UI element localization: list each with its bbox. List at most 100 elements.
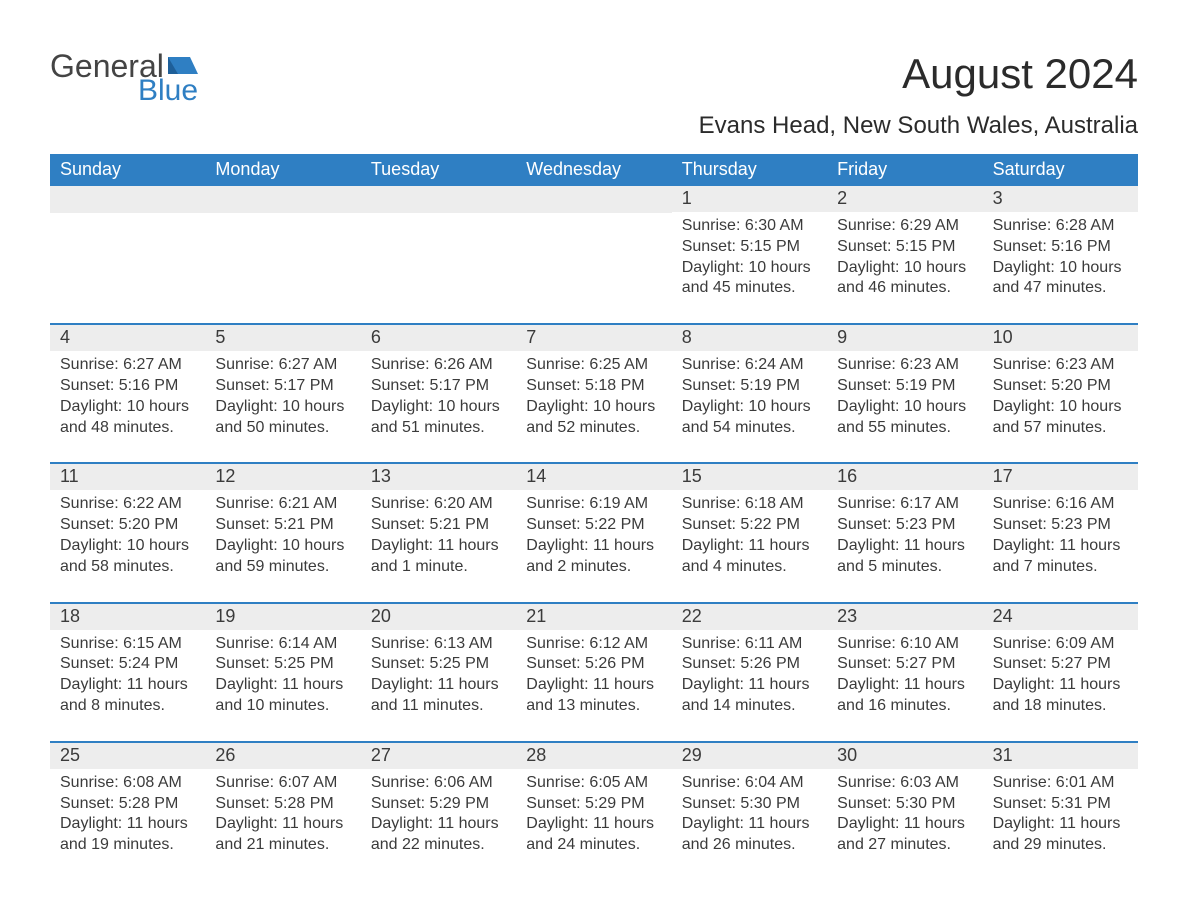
daylight-line: Daylight: 10 hours and 59 minutes.	[215, 536, 350, 578]
day-cell: 27Sunrise: 6:06 AMSunset: 5:29 PMDayligh…	[361, 743, 516, 880]
day-body: Sunrise: 6:24 AMSunset: 5:19 PMDaylight:…	[672, 355, 827, 438]
sunrise-line: Sunrise: 6:09 AM	[993, 634, 1128, 655]
sunset-line: Sunset: 5:30 PM	[682, 794, 817, 815]
daylight-line: Daylight: 10 hours and 52 minutes.	[526, 397, 661, 439]
sunset-line: Sunset: 5:25 PM	[371, 654, 506, 675]
day-number: 12	[205, 464, 360, 490]
sunrise-line: Sunrise: 6:20 AM	[371, 494, 506, 515]
sunset-line: Sunset: 5:23 PM	[837, 515, 972, 536]
sunset-line: Sunset: 5:18 PM	[526, 376, 661, 397]
day-body: Sunrise: 6:26 AMSunset: 5:17 PMDaylight:…	[361, 355, 516, 438]
day-cell: 20 Sunrise: 6:13 AMSunset: 5:25 PMDayligh…	[361, 604, 516, 741]
daylight-line: Daylight: 11 hours and 10 minutes.	[215, 675, 350, 717]
sunset-line: Sunset: 5:24 PM	[60, 654, 195, 675]
sunrise-line: Sunrise: 6:16 AM	[993, 494, 1128, 515]
sunset-line: Sunset: 5:25 PM	[215, 654, 350, 675]
sunrise-line: Sunrise: 6:21 AM	[215, 494, 350, 515]
day-number	[50, 186, 205, 213]
day-body: Sunrise: 6:12 AMSunset: 5:26 PMDaylight:…	[516, 634, 671, 717]
day-number: 30	[827, 743, 982, 769]
sunset-line: Sunset: 5:22 PM	[526, 515, 661, 536]
sunset-line: Sunset: 5:29 PM	[526, 794, 661, 815]
sunset-line: Sunset: 5:30 PM	[837, 794, 972, 815]
day-number: 9	[827, 325, 982, 351]
sunset-line: Sunset: 5:31 PM	[993, 794, 1128, 815]
day-cell: 12 Sunrise: 6:21 AMSunset: 5:21 PMDayligh…	[205, 464, 360, 601]
day-cell: 9 Sunrise: 6:23 AMSunset: 5:19 PMDaylight…	[827, 325, 982, 462]
day-body: Sunrise: 6:27 AMSunset: 5:16 PMDaylight:…	[50, 355, 205, 438]
day-body: Sunrise: 6:13 AMSunset: 5:25 PMDaylight:…	[361, 634, 516, 717]
dow-header-cell: Tuesday	[361, 154, 516, 186]
day-number: 21	[516, 604, 671, 630]
sunrise-line: Sunrise: 6:13 AM	[371, 634, 506, 655]
sunrise-line: Sunrise: 6:11 AM	[682, 634, 817, 655]
sunrise-line: Sunrise: 6:10 AM	[837, 634, 972, 655]
day-cell: 28Sunrise: 6:05 AMSunset: 5:29 PMDayligh…	[516, 743, 671, 880]
sunset-line: Sunset: 5:28 PM	[215, 794, 350, 815]
dow-header-cell: Monday	[205, 154, 360, 186]
week-row: 1 Sunrise: 6:30 AMSunset: 5:15 PMDaylight…	[50, 186, 1138, 323]
daylight-line: Daylight: 11 hours and 13 minutes.	[526, 675, 661, 717]
calendar: SundayMondayTuesdayWednesdayThursdayFrid…	[50, 154, 1138, 880]
day-number: 24	[983, 604, 1138, 630]
day-number: 7	[516, 325, 671, 351]
daylight-line: Daylight: 11 hours and 27 minutes.	[837, 814, 972, 856]
sunset-line: Sunset: 5:17 PM	[215, 376, 350, 397]
day-cell: 30 Sunrise: 6:03 AMSunset: 5:30 PMDayligh…	[827, 743, 982, 880]
day-cell: 18Sunrise: 6:15 AMSunset: 5:24 PMDayligh…	[50, 604, 205, 741]
day-body: Sunrise: 6:30 AMSunset: 5:15 PMDaylight:…	[672, 216, 827, 299]
daylight-line: Daylight: 10 hours and 46 minutes.	[837, 258, 972, 300]
sunrise-line: Sunrise: 6:27 AM	[215, 355, 350, 376]
day-number: 10	[983, 325, 1138, 351]
day-body: Sunrise: 6:15 AMSunset: 5:24 PMDaylight:…	[50, 634, 205, 717]
day-body: Sunrise: 6:23 AMSunset: 5:19 PMDaylight:…	[827, 355, 982, 438]
day-body: Sunrise: 6:20 AMSunset: 5:21 PMDaylight:…	[361, 494, 516, 577]
day-cell	[205, 186, 360, 323]
day-number: 1	[672, 186, 827, 212]
location-subtitle: Evans Head, New South Wales, Australia	[50, 112, 1138, 140]
day-body: Sunrise: 6:01 AMSunset: 5:31 PMDaylight:…	[983, 773, 1138, 856]
daylight-line: Daylight: 11 hours and 29 minutes.	[993, 814, 1128, 856]
day-body: Sunrise: 6:11 AMSunset: 5:26 PMDaylight:…	[672, 634, 827, 717]
daylight-line: Daylight: 11 hours and 16 minutes.	[837, 675, 972, 717]
day-number: 19	[205, 604, 360, 630]
sunset-line: Sunset: 5:29 PM	[371, 794, 506, 815]
day-cell: 2Sunrise: 6:29 AMSunset: 5:15 PMDaylight…	[827, 186, 982, 323]
sunrise-line: Sunrise: 6:05 AM	[526, 773, 661, 794]
day-cell: 10Sunrise: 6:23 AMSunset: 5:20 PMDayligh…	[983, 325, 1138, 462]
daylight-line: Daylight: 10 hours and 47 minutes.	[993, 258, 1128, 300]
day-cell	[50, 186, 205, 323]
sunrise-line: Sunrise: 6:07 AM	[215, 773, 350, 794]
day-body: Sunrise: 6:21 AMSunset: 5:21 PMDaylight:…	[205, 494, 360, 577]
daylight-line: Daylight: 11 hours and 26 minutes.	[682, 814, 817, 856]
day-cell: 5Sunrise: 6:27 AMSunset: 5:17 PMDaylight…	[205, 325, 360, 462]
daylight-line: Daylight: 11 hours and 11 minutes.	[371, 675, 506, 717]
daylight-line: Daylight: 11 hours and 21 minutes.	[215, 814, 350, 856]
day-number: 22	[672, 604, 827, 630]
day-number: 17	[983, 464, 1138, 490]
daylight-line: Daylight: 11 hours and 18 minutes.	[993, 675, 1128, 717]
sunrise-line: Sunrise: 6:01 AM	[993, 773, 1128, 794]
day-body: Sunrise: 6:29 AMSunset: 5:15 PMDaylight:…	[827, 216, 982, 299]
sunset-line: Sunset: 5:17 PM	[371, 376, 506, 397]
sunrise-line: Sunrise: 6:28 AM	[993, 216, 1128, 237]
daylight-line: Daylight: 11 hours and 4 minutes.	[682, 536, 817, 578]
sunset-line: Sunset: 5:16 PM	[993, 237, 1128, 258]
dow-header-cell: Thursday	[672, 154, 827, 186]
day-number: 20	[361, 604, 516, 630]
day-body: Sunrise: 6:25 AMSunset: 5:18 PMDaylight:…	[516, 355, 671, 438]
day-number: 28	[516, 743, 671, 769]
day-number: 13	[361, 464, 516, 490]
sunrise-line: Sunrise: 6:03 AM	[837, 773, 972, 794]
sunrise-line: Sunrise: 6:23 AM	[837, 355, 972, 376]
sunset-line: Sunset: 5:19 PM	[682, 376, 817, 397]
sunrise-line: Sunrise: 6:14 AM	[215, 634, 350, 655]
day-cell: 4Sunrise: 6:27 AMSunset: 5:16 PMDaylight…	[50, 325, 205, 462]
day-body: Sunrise: 6:10 AMSunset: 5:27 PMDaylight:…	[827, 634, 982, 717]
dow-header-row: SundayMondayTuesdayWednesdayThursdayFrid…	[50, 154, 1138, 186]
day-number: 31	[983, 743, 1138, 769]
day-cell: 6Sunrise: 6:26 AMSunset: 5:17 PMDaylight…	[361, 325, 516, 462]
day-cell: 11Sunrise: 6:22 AMSunset: 5:20 PMDayligh…	[50, 464, 205, 601]
daylight-line: Daylight: 11 hours and 8 minutes.	[60, 675, 195, 717]
day-cell: 13 Sunrise: 6:20 AMSunset: 5:21 PMDayligh…	[361, 464, 516, 601]
